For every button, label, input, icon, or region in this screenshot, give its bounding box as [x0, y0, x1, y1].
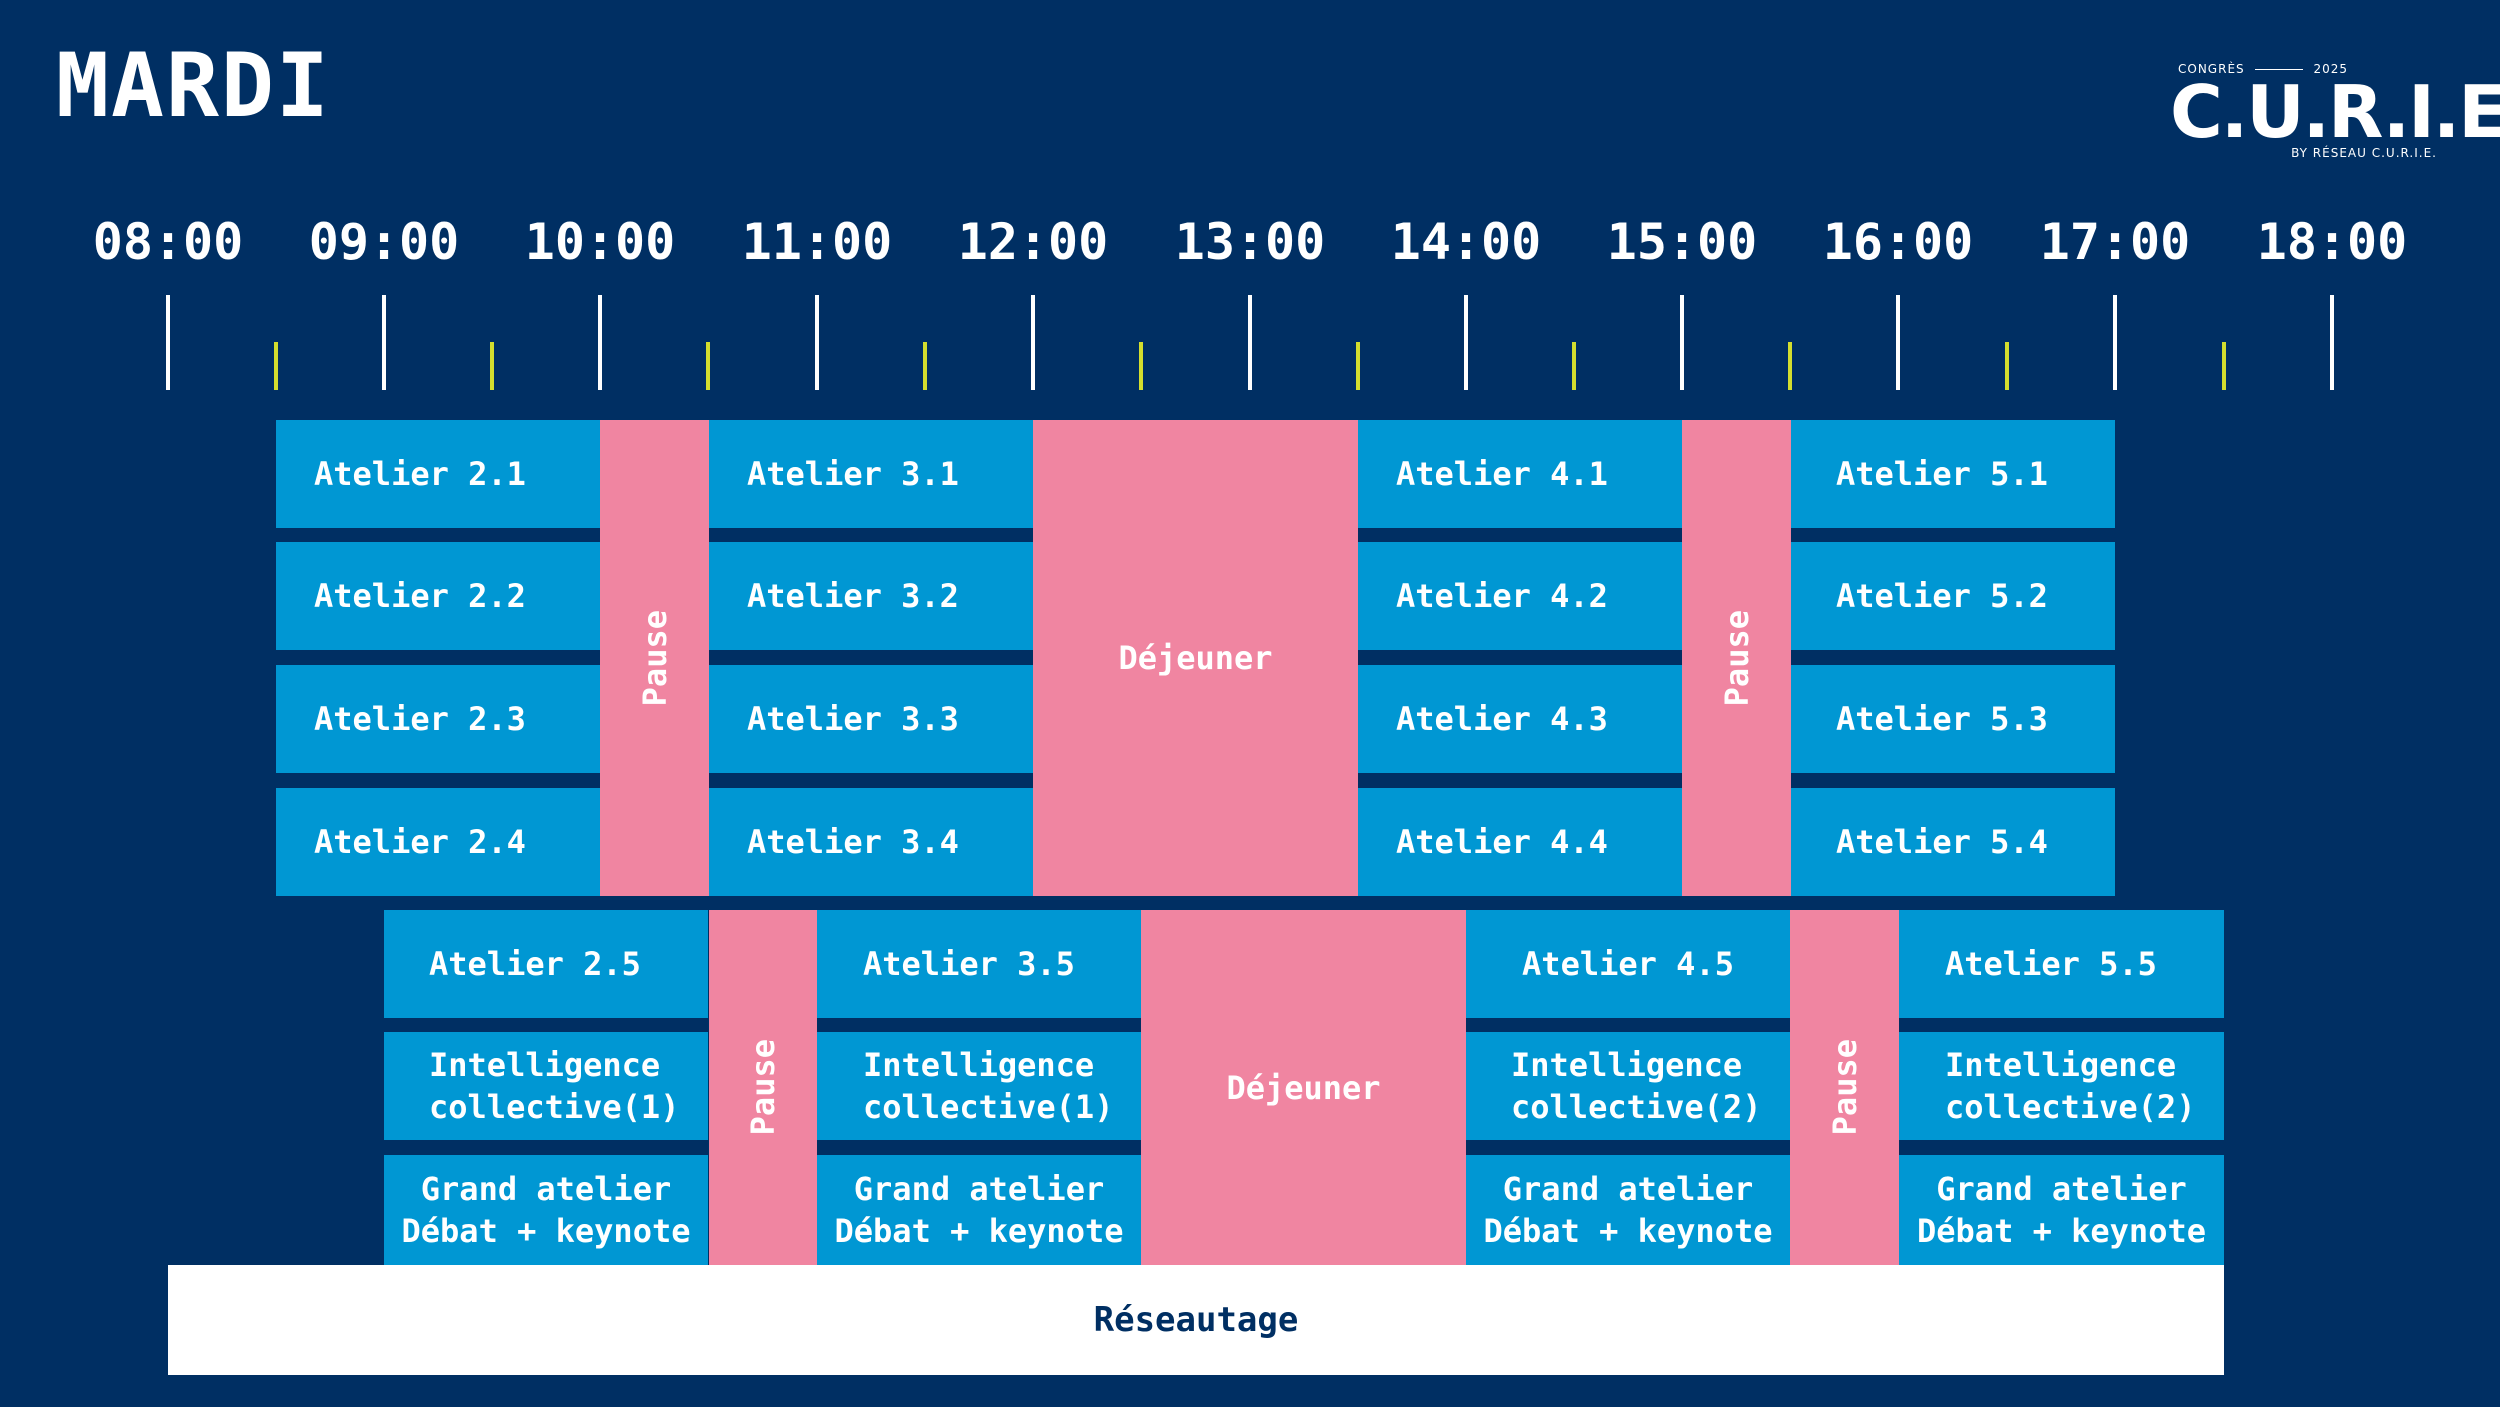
hour-tick	[1464, 295, 1468, 390]
session-line: collective(2)	[1511, 1088, 1762, 1126]
session-intelligence-collective-4[interactable]: Intelligence collective(2)	[1466, 1032, 1790, 1140]
session-atelier-5-1[interactable]: Atelier 5.1	[1791, 420, 2115, 528]
session-line: Débat + keynote	[1917, 1212, 2206, 1250]
session-line: Intelligence	[863, 1046, 1095, 1084]
hour-label: 18:00	[2256, 213, 2408, 271]
session-atelier-4-3[interactable]: Atelier 4.3	[1358, 665, 1682, 773]
logo-congres-label: CONGRÈS	[2178, 62, 2245, 76]
session-line: Grand atelier	[1502, 1170, 1754, 1208]
session-line: Intelligence	[1511, 1046, 1743, 1084]
break-pause-1[interactable]: Pause	[600, 420, 709, 896]
half-hour-tick	[1572, 342, 1576, 390]
session-atelier-2-1[interactable]: Atelier 2.1	[276, 420, 600, 528]
hour-label: 13:00	[1174, 213, 1326, 271]
break-dejeuner-1[interactable]: Déjeuner	[1033, 420, 1358, 896]
break-dejeuner-2[interactable]: Déjeuner	[1141, 910, 1466, 1265]
hour-tick	[2113, 295, 2117, 390]
session-reseautage[interactable]: Réseautage	[168, 1265, 2224, 1375]
session-atelier-5-5[interactable]: Atelier 5.5	[1899, 910, 2224, 1018]
hour-tick	[815, 295, 819, 390]
hour-label: 10:00	[524, 213, 676, 271]
hour-label: 12:00	[957, 213, 1109, 271]
break-label: Pause	[1825, 1039, 1864, 1136]
session-atelier-5-3[interactable]: Atelier 5.3	[1791, 665, 2115, 773]
session-line: Grand atelier	[420, 1170, 672, 1208]
session-line: Débat + keynote	[834, 1212, 1124, 1250]
session-atelier-5-2[interactable]: Atelier 5.2	[1791, 542, 2115, 650]
hour-label: 15:00	[1606, 213, 1758, 271]
break-label: Pause	[635, 609, 674, 707]
logo-main-text: C.U.R.I.E.	[2170, 70, 2500, 154]
session-atelier-3-5[interactable]: Atelier 3.5	[817, 910, 1141, 1018]
hour-tick	[598, 295, 602, 390]
hour-tick	[2330, 295, 2334, 390]
logo-year: 2025	[2313, 62, 2348, 76]
break-pause-4[interactable]: Pause	[1790, 910, 1899, 1265]
half-hour-tick	[923, 342, 927, 390]
session-line: Intelligence	[429, 1046, 661, 1084]
hour-tick	[382, 295, 386, 390]
session-grand-atelier-2[interactable]: Grand atelier Débat + keynote	[384, 1155, 708, 1265]
session-line: Débat + keynote	[1483, 1212, 1773, 1250]
half-hour-tick	[706, 342, 710, 390]
session-line: Grand atelier	[853, 1170, 1105, 1208]
session-grand-atelier-4[interactable]: Grand atelier Débat + keynote	[1466, 1155, 1790, 1265]
session-atelier-3-2[interactable]: Atelier 3.2	[709, 542, 1033, 650]
half-hour-tick	[2222, 342, 2226, 390]
hour-label: 11:00	[741, 213, 893, 271]
hour-label: 14:00	[1390, 213, 1542, 271]
hour-tick	[1896, 295, 1900, 390]
half-hour-tick	[1788, 342, 1792, 390]
break-label: Pause	[1717, 609, 1756, 707]
session-line: collective(1)	[863, 1088, 1114, 1126]
page-title: MARDI	[56, 34, 331, 137]
session-line: collective(2)	[1945, 1088, 2196, 1126]
session-grand-atelier-5[interactable]: Grand atelier Débat + keynote	[1899, 1155, 2224, 1265]
hour-tick	[1031, 295, 1035, 390]
session-atelier-2-3[interactable]: Atelier 2.3	[276, 665, 600, 773]
hour-label: 16:00	[1822, 213, 1974, 271]
hour-tick	[1680, 295, 1684, 390]
session-line: Intelligence	[1945, 1046, 2177, 1084]
session-atelier-3-4[interactable]: Atelier 3.4	[709, 788, 1033, 896]
half-hour-tick	[1356, 342, 1360, 390]
hour-tick	[1248, 295, 1252, 390]
session-intelligence-collective-2[interactable]: Intelligence collective(1)	[384, 1032, 708, 1140]
session-line: Débat + keynote	[401, 1212, 691, 1250]
hour-label: 17:00	[2039, 213, 2191, 271]
session-intelligence-collective-3[interactable]: Intelligence collective(1)	[817, 1032, 1141, 1140]
session-atelier-4-2[interactable]: Atelier 4.2	[1358, 542, 1682, 650]
half-hour-tick	[2005, 342, 2009, 390]
session-atelier-2-4[interactable]: Atelier 2.4	[276, 788, 600, 896]
logo-tagline: BY RÉSEAU C.U.R.I.E.	[2291, 146, 2437, 160]
session-atelier-2-2[interactable]: Atelier 2.2	[276, 542, 600, 650]
session-intelligence-collective-5[interactable]: Intelligence collective(2)	[1899, 1032, 2224, 1140]
congres-curie-logo: CONGRÈS 2025 C.U.R.I.E. BY RÉSEAU C.U.R.…	[2170, 58, 2500, 163]
half-hour-tick	[1139, 342, 1143, 390]
session-atelier-3-1[interactable]: Atelier 3.1	[709, 420, 1033, 528]
logo-divider-line	[2254, 68, 2304, 70]
session-grand-atelier-3[interactable]: Grand atelier Débat + keynote	[817, 1155, 1141, 1265]
session-atelier-5-4[interactable]: Atelier 5.4	[1791, 788, 2115, 896]
half-hour-tick	[274, 342, 278, 390]
session-atelier-3-3[interactable]: Atelier 3.3	[709, 665, 1033, 773]
session-line: Grand atelier	[1936, 1170, 2187, 1208]
session-atelier-4-1[interactable]: Atelier 4.1	[1358, 420, 1682, 528]
break-label: Pause	[744, 1039, 782, 1136]
hour-tick	[166, 295, 170, 390]
session-line: collective(1)	[429, 1088, 680, 1126]
session-atelier-4-5[interactable]: Atelier 4.5	[1466, 910, 1790, 1018]
break-pause-3[interactable]: Pause	[709, 910, 817, 1265]
hour-label: 09:00	[308, 213, 460, 271]
session-atelier-4-4[interactable]: Atelier 4.4	[1358, 788, 1682, 896]
hour-label: 08:00	[92, 213, 244, 271]
half-hour-tick	[490, 342, 494, 390]
session-atelier-2-5[interactable]: Atelier 2.5	[384, 910, 708, 1018]
break-pause-2[interactable]: Pause	[1682, 420, 1791, 896]
logo-top-row: CONGRÈS 2025	[2178, 62, 2348, 76]
